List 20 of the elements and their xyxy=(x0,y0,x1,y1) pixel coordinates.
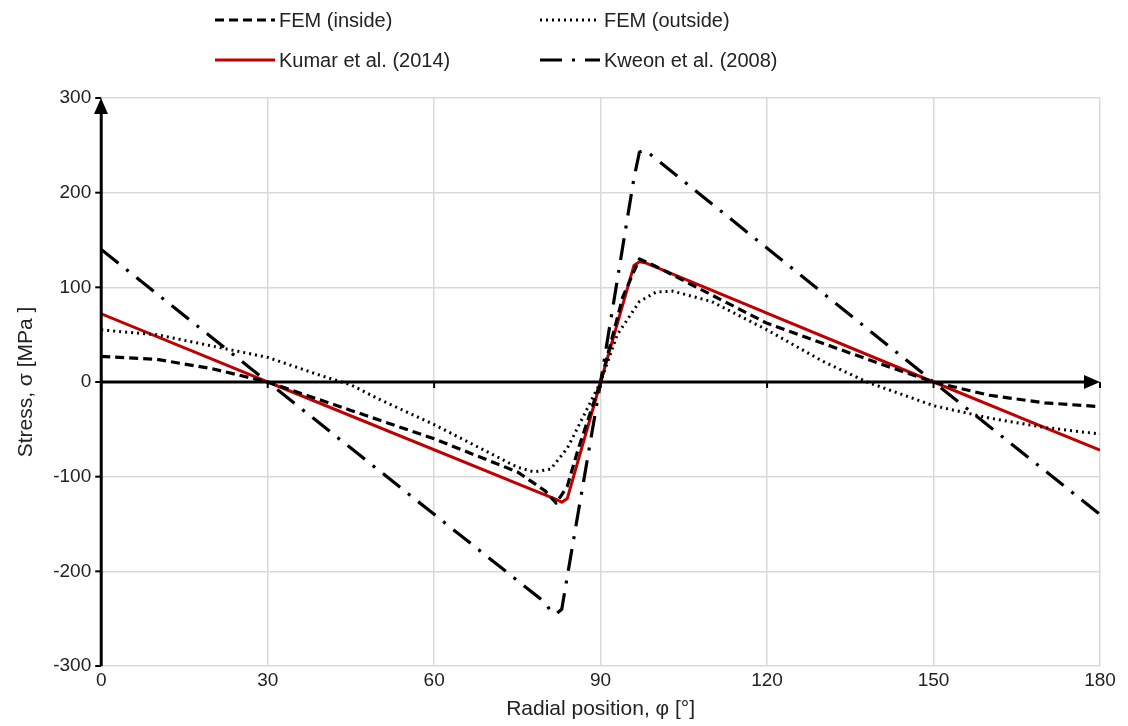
y-tick-label: 100 xyxy=(59,275,92,297)
y-tick-label: -200 xyxy=(53,559,92,581)
x-tick-label: 180 xyxy=(1084,668,1116,690)
x-axis-title: Radial position, φ [°] xyxy=(506,696,696,720)
y-tick-label: 200 xyxy=(59,180,92,202)
legend-label: FEM (outside) xyxy=(604,8,730,32)
legend-label: FEM (inside) xyxy=(279,8,393,32)
y-tick-label: 300 xyxy=(59,86,92,108)
legend-label: Kumar et al. (2014) xyxy=(279,48,451,72)
y-tick-label: -100 xyxy=(53,464,92,486)
legend-label: Kweon et al. (2008) xyxy=(604,48,778,72)
y-tick-label: -300 xyxy=(53,654,92,676)
x-tick-label: 150 xyxy=(917,668,950,690)
x-tick-label: 30 xyxy=(257,668,279,690)
x-tick-label: 120 xyxy=(751,668,783,690)
y-axis-title: Stress, σ [MPa ] xyxy=(13,306,37,458)
x-tick-label: 60 xyxy=(423,668,445,690)
x-tick-label: 90 xyxy=(590,668,612,690)
x-tick-label: 0 xyxy=(95,668,107,690)
y-tick-label: 0 xyxy=(80,370,92,392)
